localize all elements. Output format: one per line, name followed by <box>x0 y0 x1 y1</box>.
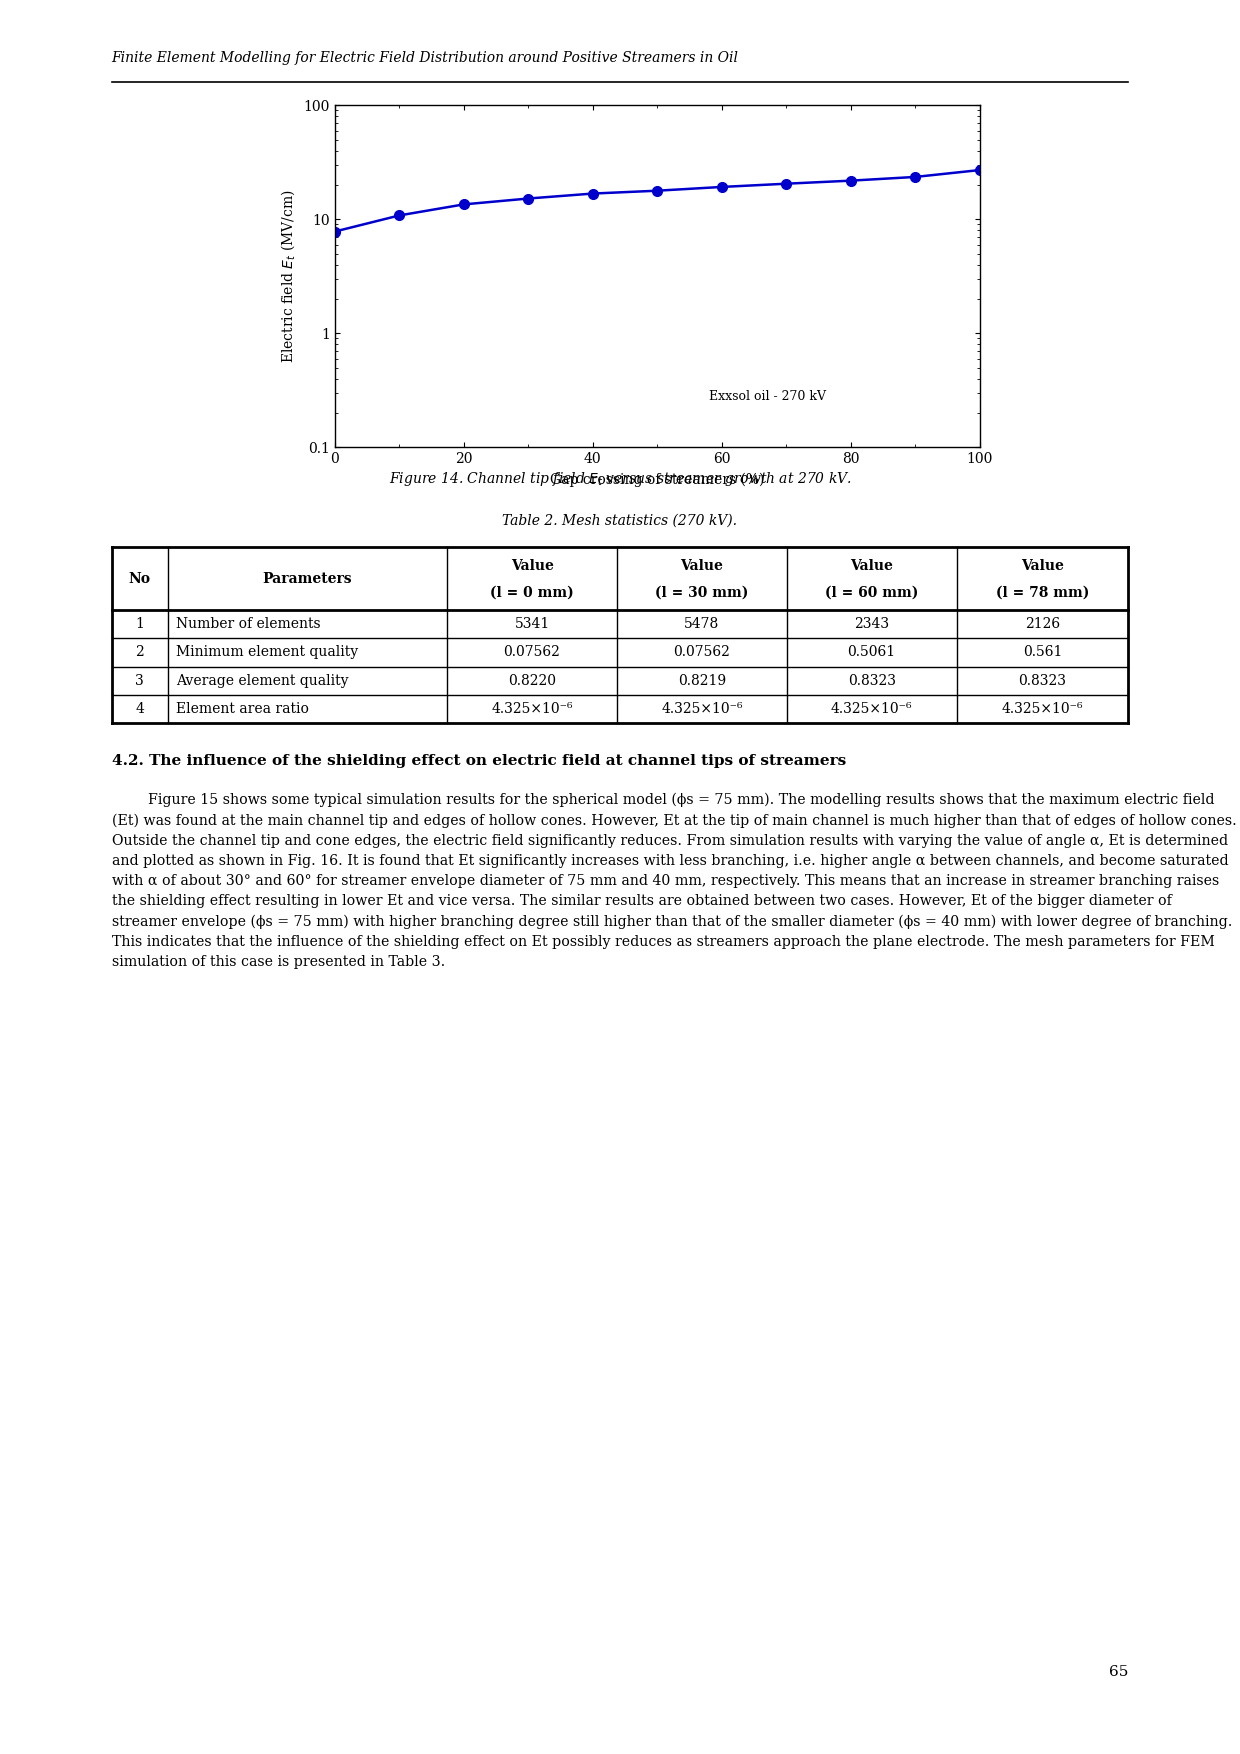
Text: Exxsol oil - 270 kV: Exxsol oil - 270 kV <box>709 389 826 403</box>
Text: Table 2. Mesh statistics (270 kV).: Table 2. Mesh statistics (270 kV). <box>502 514 738 528</box>
Text: (l = 0 mm): (l = 0 mm) <box>490 586 574 600</box>
Text: Minimum element quality: Minimum element quality <box>176 645 358 660</box>
Text: 0.07562: 0.07562 <box>503 645 560 660</box>
Text: Number of elements: Number of elements <box>176 617 320 631</box>
Text: 1: 1 <box>135 617 144 631</box>
Text: 2343: 2343 <box>854 617 889 631</box>
Text: 5478: 5478 <box>684 617 719 631</box>
Text: 5341: 5341 <box>515 617 549 631</box>
Text: 0.561: 0.561 <box>1023 645 1063 660</box>
Text: Value: Value <box>511 560 553 574</box>
Text: 0.8220: 0.8220 <box>508 674 556 688</box>
Text: (l = 30 mm): (l = 30 mm) <box>655 586 749 600</box>
Text: 0.8219: 0.8219 <box>678 674 725 688</box>
Text: 0.07562: 0.07562 <box>673 645 730 660</box>
Text: Finite Element Modelling for Electric Field Distribution around Positive Streame: Finite Element Modelling for Electric Fi… <box>112 51 739 65</box>
Text: 3: 3 <box>135 674 144 688</box>
Text: (l = 78 mm): (l = 78 mm) <box>996 586 1089 600</box>
X-axis label: Gap crossing of streamers (%): Gap crossing of streamers (%) <box>551 474 764 488</box>
Text: No: No <box>129 572 150 586</box>
Text: 0.8323: 0.8323 <box>1018 674 1066 688</box>
Text: 2: 2 <box>135 645 144 660</box>
Text: Value: Value <box>1021 560 1064 574</box>
Text: (l = 60 mm): (l = 60 mm) <box>825 586 919 600</box>
Text: Average element quality: Average element quality <box>176 674 348 688</box>
Text: Value: Value <box>681 560 723 574</box>
Text: 2126: 2126 <box>1025 617 1060 631</box>
Text: 0.5061: 0.5061 <box>848 645 895 660</box>
Text: 0.8323: 0.8323 <box>848 674 895 688</box>
Text: 4.325×10⁻⁶: 4.325×10⁻⁶ <box>491 702 573 716</box>
Text: Element area ratio: Element area ratio <box>176 702 309 716</box>
Text: 4.325×10⁻⁶: 4.325×10⁻⁶ <box>1002 702 1084 716</box>
Text: Figure 15 shows some typical simulation results for the spherical model (ϕs = 75: Figure 15 shows some typical simulation … <box>112 793 1236 968</box>
Text: 4.325×10⁻⁶: 4.325×10⁻⁶ <box>661 702 743 716</box>
Text: Parameters: Parameters <box>263 572 352 586</box>
Text: Figure 14. Channel tip field $E_t$ versus streamer growth at 270 kV.: Figure 14. Channel tip field $E_t$ versu… <box>388 470 852 488</box>
Text: 4.2. The influence of the shielding effect on electric field at channel tips of : 4.2. The influence of the shielding effe… <box>112 754 846 768</box>
Y-axis label: Electric field $E_t$ (MV/cm): Electric field $E_t$ (MV/cm) <box>279 189 296 363</box>
Text: 4.325×10⁻⁶: 4.325×10⁻⁶ <box>831 702 913 716</box>
Text: 65: 65 <box>1109 1665 1128 1679</box>
Text: Value: Value <box>851 560 893 574</box>
Text: 4: 4 <box>135 702 144 716</box>
